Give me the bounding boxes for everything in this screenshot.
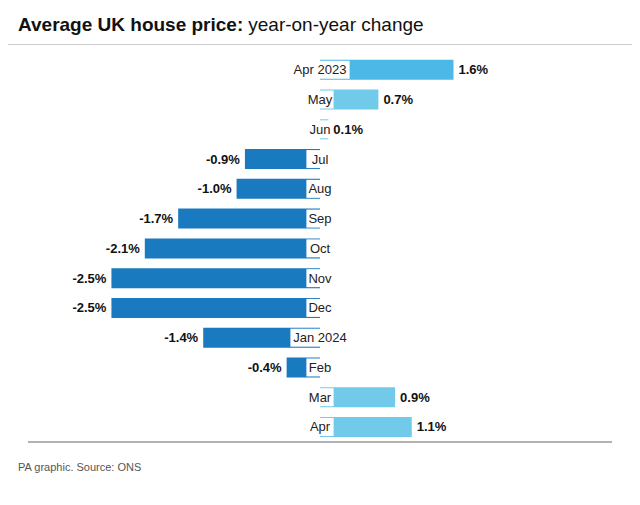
html-text:Average UK house price: year-o: Average UK house price: year-on-year cha… (18, 14, 424, 35)
svg-text:Feb: Feb (309, 360, 331, 375)
svg-text:1.6%: 1.6% (458, 62, 488, 77)
svg-text:-0.9%: -0.9% (206, 152, 240, 167)
svg-text:Aug: Aug (308, 181, 331, 196)
svg-text:Jun: Jun (310, 122, 331, 137)
svg-text:Mar: Mar (309, 390, 332, 405)
svg-text:-2.5%: -2.5% (72, 271, 106, 286)
svg-text:-0.4%: -0.4% (248, 360, 282, 375)
svg-text:Jul: Jul (312, 152, 329, 167)
svg-text:Apr: Apr (310, 419, 331, 434)
svg-text:Jan 2024: Jan 2024 (293, 330, 347, 345)
svg-text:0.1%: 0.1% (333, 122, 363, 137)
svg-text:0.9%: 0.9% (400, 390, 430, 405)
svg-text:Apr 2023: Apr 2023 (294, 62, 347, 77)
svg-text:-2.1%: -2.1% (106, 241, 140, 256)
svg-text:Oct: Oct (310, 241, 331, 256)
svg-text:-1.4%: -1.4% (164, 330, 198, 345)
svg-text:-1.0%: -1.0% (198, 181, 232, 196)
svg-text:-2.5%: -2.5% (72, 300, 106, 315)
svg-text:Sep: Sep (308, 211, 331, 226)
svg-text:1.1%: 1.1% (417, 419, 447, 434)
svg-text:May: May (308, 92, 333, 107)
svg-text:Nov: Nov (308, 271, 332, 286)
svg-text:Dec: Dec (308, 300, 332, 315)
svg-text:0.7%: 0.7% (383, 92, 413, 107)
svg-text:-1.7%: -1.7% (139, 211, 173, 226)
html-text:PA graphic. Source: ONS: PA graphic. Source: ONS (18, 461, 142, 473)
